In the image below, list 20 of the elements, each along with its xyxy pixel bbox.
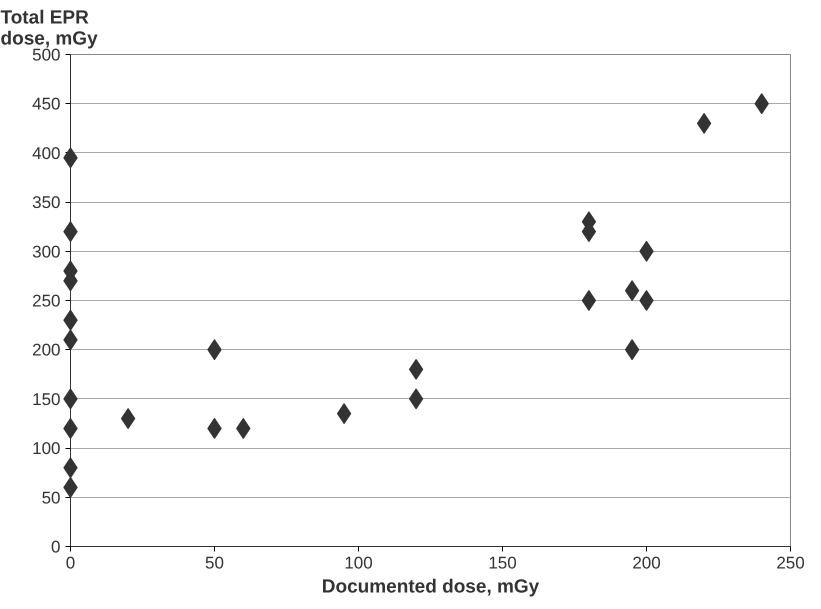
y-tick-label: 450 xyxy=(32,94,61,114)
y-tick-label: 250 xyxy=(32,292,61,310)
y-tick-label: 350 xyxy=(32,193,61,212)
y-tick-label: 150 xyxy=(32,390,61,409)
x-tick-label: 200 xyxy=(632,554,661,572)
point xyxy=(582,290,596,311)
y-tick-label: 50 xyxy=(42,488,61,508)
y-tick-label: 300 xyxy=(32,242,61,262)
y-tick-label: 200 xyxy=(32,340,61,360)
x-tick-label: 100 xyxy=(344,554,373,572)
y-tick-label: 400 xyxy=(32,144,61,163)
x-tick-label: 0 xyxy=(66,554,76,572)
y-tick-label: 0 xyxy=(51,538,61,556)
y-tick-label: 100 xyxy=(32,439,61,458)
x-tick-label: 250 xyxy=(776,554,805,572)
x-axis-title: Documented dose, mGy xyxy=(322,576,540,598)
point xyxy=(639,290,654,311)
y-axis-title: Total EPR dose, mGy xyxy=(0,8,98,50)
x-tick-label: 50 xyxy=(205,554,224,572)
x-tick-label: 150 xyxy=(488,554,517,572)
